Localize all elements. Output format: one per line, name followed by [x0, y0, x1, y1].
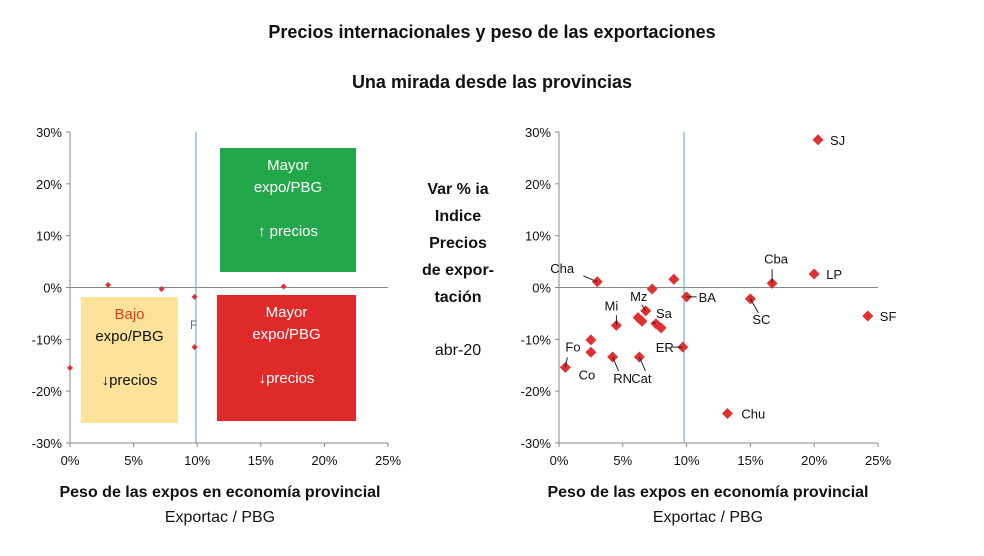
left-x-tick-label: 10%: [184, 453, 210, 468]
quadrant-box-bottom-right: [217, 295, 356, 421]
center-label-line: de expor-: [421, 262, 494, 279]
center-label-line: tación: [434, 289, 482, 306]
point-label: Mi: [605, 298, 619, 313]
quadrant-text: Bajo: [114, 306, 144, 323]
right-y-tick-label: 10%: [525, 229, 551, 244]
left-y-tick-label: -10%: [32, 332, 63, 347]
quadrant-text: Mayor: [266, 304, 308, 321]
leader-line: [749, 298, 759, 314]
left-x-axis-sublabel: Exportac / PBG: [164, 509, 276, 526]
left-y-tick-label: -20%: [32, 384, 63, 399]
data-point: [668, 273, 680, 285]
right-y-tick-label: -10%: [521, 332, 552, 347]
left-x-tick-label: 5%: [124, 453, 143, 468]
right-y-tick-label: 0%: [532, 281, 551, 296]
right-x-axis-label: Peso de las expos en economía provincial: [547, 484, 869, 501]
point-label: RN: [613, 371, 632, 386]
right-x-tick-label: 5%: [613, 453, 632, 468]
point-label: BA: [699, 290, 717, 305]
data-point: [646, 283, 658, 295]
data-point: [191, 344, 198, 351]
point-label: ER: [656, 340, 674, 355]
left-y-tick-label: 0%: [43, 281, 62, 296]
data-point: [67, 364, 73, 371]
point-label: SC: [752, 312, 770, 327]
data-point: [655, 322, 667, 334]
data-point: [808, 268, 820, 280]
leader-line: [564, 357, 568, 368]
point-label: Cat: [631, 371, 652, 386]
point-label: Cha: [550, 261, 575, 276]
point-label: Cba: [764, 251, 789, 266]
data-point: [280, 283, 287, 290]
quadrant-text: ↓precios: [102, 372, 158, 389]
left-x-tick-label: 0%: [61, 453, 80, 468]
data-point: [191, 293, 198, 300]
point-label: SJ: [830, 133, 845, 148]
quadrant-box-bottom-left: [81, 297, 178, 423]
right-x-tick-label: 10%: [674, 453, 700, 468]
center-label-line: Indice: [434, 208, 482, 225]
data-point: [105, 281, 112, 288]
right-x-tick-label: 20%: [801, 453, 827, 468]
left-point-label: F: [190, 318, 197, 332]
point-label: Fo: [565, 339, 580, 354]
chart-title: Precios internacionales y peso de las ex…: [268, 22, 716, 42]
data-point: [812, 134, 824, 146]
point-label: LP: [826, 267, 842, 282]
data-point: [158, 286, 165, 293]
right-x-tick-label: 0%: [550, 453, 569, 468]
quadrant-text: expo/PBG: [254, 179, 322, 196]
point-label: Chu: [741, 406, 765, 421]
data-point: [636, 315, 648, 327]
leader-line: [651, 321, 657, 325]
quadrant-text: expo/PBG: [252, 326, 320, 343]
right-y-tick-label: 20%: [525, 177, 551, 192]
leader-line: [641, 304, 647, 312]
data-point: [585, 334, 597, 346]
right-x-tick-label: 15%: [737, 453, 763, 468]
center-label: Var % ia Indice Precios de expor- tación: [408, 176, 508, 311]
data-point: [862, 310, 874, 322]
quadrant-box-top-right: [220, 148, 356, 272]
center-label-line: Var % ia: [427, 181, 489, 198]
left-x-tick-label: 25%: [375, 453, 401, 468]
left-x-axis-label: Peso de las expos en economía provincial: [59, 484, 381, 501]
center-label-line: Precios: [429, 235, 487, 252]
left-y-tick-label: -30%: [32, 436, 63, 451]
right-y-tick-label: -30%: [521, 436, 552, 451]
left-x-tick-label: 20%: [311, 453, 337, 468]
right-x-axis-sublabel: Exportac / PBG: [652, 509, 764, 526]
leader-line: [638, 356, 646, 372]
point-label: SF: [880, 309, 897, 324]
point-label: Mz: [630, 289, 647, 304]
leader-line: [612, 356, 620, 372]
chart-subtitle: Una mirada desde las provincias: [351, 72, 633, 92]
center-label-date: abr-20: [434, 342, 482, 359]
data-point: [585, 346, 597, 358]
right-x-tick-label: 25%: [865, 453, 891, 468]
point-label: Sa: [656, 306, 673, 321]
data-point: [721, 407, 733, 419]
left-y-tick-label: 30%: [36, 125, 62, 140]
quadrant-text: ↑ precios: [258, 223, 318, 240]
leader-line: [583, 275, 598, 283]
right-y-tick-label: -20%: [521, 384, 552, 399]
point-label: Co: [579, 367, 596, 382]
left-y-tick-label: 20%: [36, 177, 62, 192]
quadrant-text: ↓precios: [259, 370, 315, 387]
left-x-tick-label: 15%: [248, 453, 274, 468]
quadrant-text: Mayor: [267, 157, 309, 174]
right-y-tick-label: 30%: [525, 125, 551, 140]
quadrant-text: expo/PBG: [95, 328, 163, 345]
left-y-tick-label: 10%: [36, 229, 62, 244]
